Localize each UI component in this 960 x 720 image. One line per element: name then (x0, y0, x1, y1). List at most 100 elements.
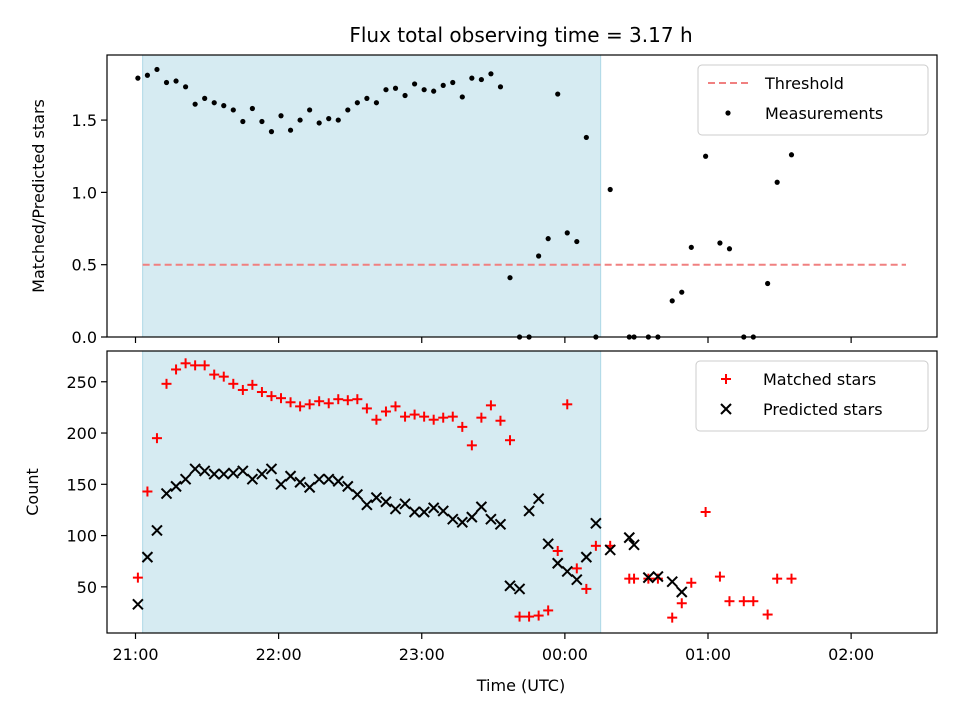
data-point (389, 503, 402, 515)
data-point (352, 394, 363, 405)
data-point (428, 414, 439, 425)
y-tick-label: 1.0 (72, 183, 97, 202)
data-point (180, 358, 191, 369)
data-point (276, 393, 287, 404)
data-point (230, 107, 236, 113)
y-axis-title: Count (23, 468, 42, 516)
data-point (256, 468, 268, 480)
data-point (431, 88, 437, 94)
chart-title: Flux total observing time = 3.17 h (349, 23, 692, 47)
data-point (335, 117, 341, 123)
data-point (190, 360, 201, 371)
data-point (726, 246, 733, 252)
data-point (561, 565, 573, 578)
data-point (237, 384, 248, 395)
data-point (345, 107, 351, 113)
data-point (457, 421, 468, 432)
data-point (514, 611, 525, 622)
legend-box (695, 360, 929, 432)
data-point (132, 598, 144, 610)
data-point (173, 78, 179, 84)
data-point (342, 395, 353, 406)
data-point (536, 253, 542, 259)
data-point (628, 539, 640, 551)
data-point (408, 506, 421, 518)
data-point (227, 467, 240, 479)
data-point (354, 100, 360, 106)
legend-box (697, 64, 929, 136)
data-point (459, 94, 465, 100)
legend-label: Matched stars (763, 370, 876, 389)
data-point (326, 116, 332, 122)
data-point (249, 105, 255, 112)
data-point (466, 440, 477, 451)
data-point (552, 545, 563, 556)
data-point (383, 87, 389, 93)
data-point (786, 573, 797, 584)
data-point (427, 502, 440, 514)
data-point (485, 513, 497, 525)
data-point (179, 473, 192, 485)
data-point (284, 470, 297, 482)
data-point (208, 468, 220, 480)
data-point (161, 378, 172, 389)
data-point (409, 409, 420, 420)
data-point (364, 95, 370, 101)
data-point (667, 612, 678, 623)
y-tick-label: 0.5 (72, 256, 97, 275)
data-point (247, 379, 258, 390)
panel-ratio: 0.0 0.5 1.0 1.5 Matched/Predicted stars Thres… (29, 54, 938, 347)
data-point (399, 498, 411, 510)
y-tick-label: 200 (66, 424, 97, 443)
data-point (774, 179, 780, 185)
data-point (304, 399, 315, 410)
data-point (580, 551, 593, 563)
data-point (313, 473, 325, 485)
data-point (256, 387, 267, 398)
data-point (748, 596, 759, 607)
data-point (373, 100, 380, 106)
data-point (390, 401, 401, 412)
data-point (478, 76, 484, 83)
data-point (607, 186, 613, 193)
data-point (762, 609, 773, 620)
data-point (294, 476, 306, 488)
data-point (488, 71, 494, 77)
data-point (160, 487, 173, 500)
y-tick-label: 1.5 (72, 111, 97, 130)
data-point (450, 79, 456, 86)
data-point (228, 378, 239, 389)
data-point (590, 517, 602, 529)
data-point (361, 403, 372, 414)
plot-frame (106, 54, 938, 338)
data-point (505, 435, 516, 446)
data-point (259, 118, 265, 125)
data-point (542, 538, 554, 550)
data-point (332, 475, 344, 487)
legend: Threshold Measurements (697, 64, 929, 136)
data-point (676, 598, 687, 609)
data-point (523, 505, 535, 517)
data-point (316, 120, 322, 126)
legend-label: Threshold (764, 74, 844, 93)
data-point (466, 511, 478, 523)
data-point (192, 101, 198, 107)
legend-label: Predicted stars (763, 400, 883, 419)
data-point (533, 610, 544, 621)
data-point (524, 611, 535, 622)
y-tick-label: 150 (66, 475, 97, 494)
data-point (323, 398, 334, 409)
data-point (151, 433, 162, 444)
data-point (142, 486, 153, 497)
data-point (380, 406, 391, 417)
data-point (323, 473, 335, 485)
data-point (475, 501, 488, 513)
data-point (237, 465, 249, 477)
series-matched-stars (132, 358, 797, 623)
data-point (246, 473, 259, 485)
data-point (629, 573, 640, 584)
data-point (583, 134, 589, 141)
data-point (652, 570, 664, 583)
data-point (669, 298, 675, 304)
data-point (545, 236, 551, 242)
